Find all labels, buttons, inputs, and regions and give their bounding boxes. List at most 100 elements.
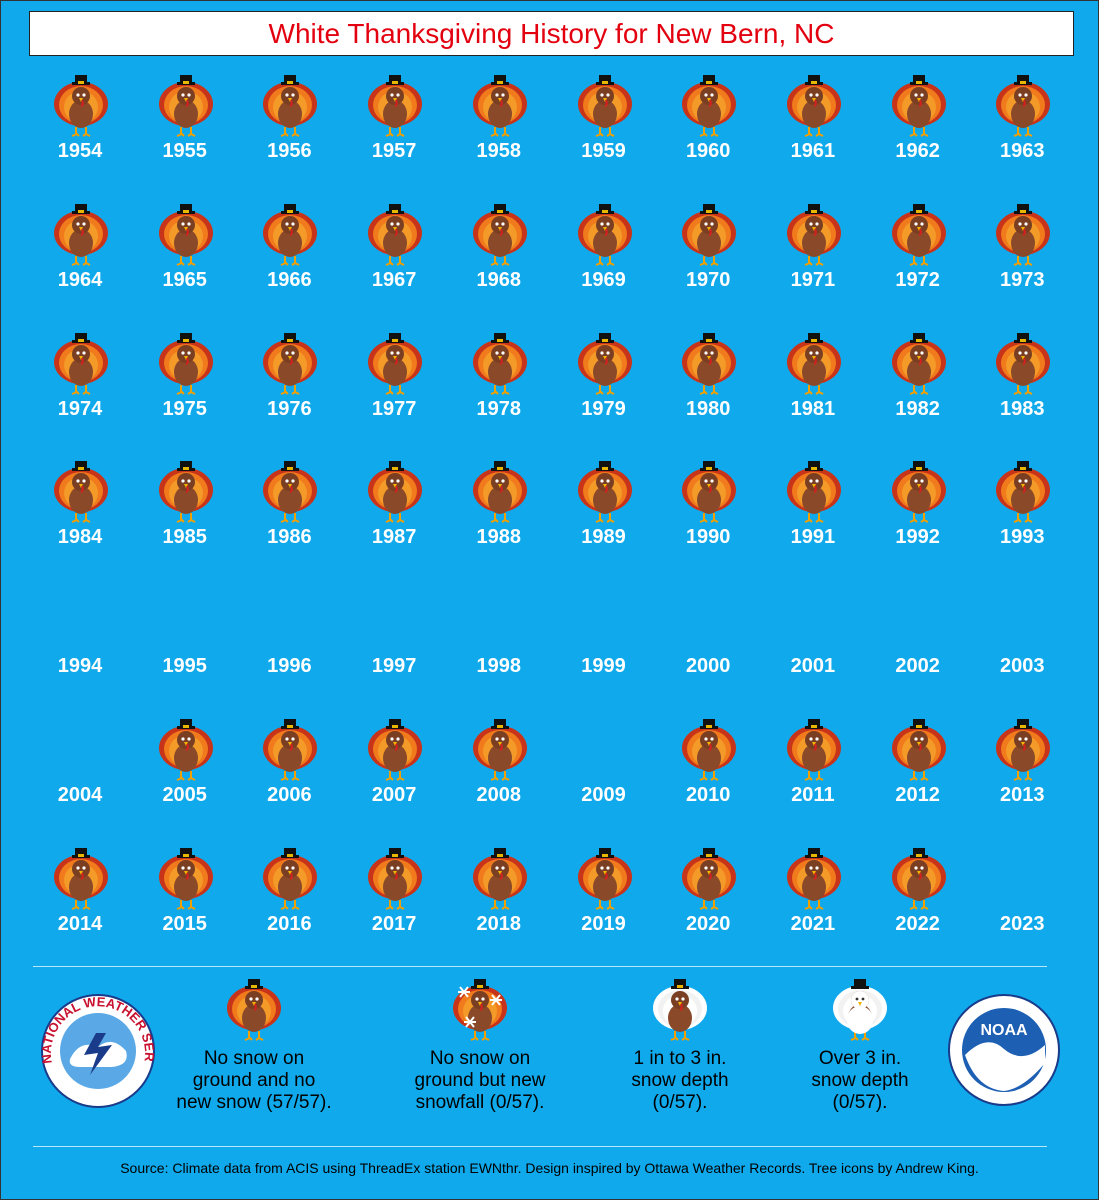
year-cell: 1979	[552, 330, 656, 458]
legend-text: No snow on	[429, 1048, 531, 1069]
turkey-icon	[681, 460, 737, 524]
turkey-icon	[472, 847, 528, 911]
turkey-icon	[891, 718, 947, 782]
year-label: 2003	[1000, 655, 1045, 678]
year-cell: 1999	[552, 587, 656, 715]
year-label: 1987	[371, 526, 417, 549]
year-label: 1960	[685, 140, 731, 162]
year-cell: 1971	[761, 201, 865, 329]
turkey-icon	[53, 203, 109, 267]
title-box: White Thanksgiving History for New Bern,…	[29, 11, 1074, 56]
year-cell: 1978	[447, 330, 551, 458]
year-label: 1983	[1000, 397, 1045, 420]
year-cell: 1989	[552, 458, 656, 586]
turkey-icon	[472, 74, 528, 138]
year-label: 1995	[162, 655, 207, 678]
year-label: 1989	[581, 526, 626, 549]
year-cell: 1963	[970, 72, 1074, 200]
year-label: 1990	[685, 526, 731, 549]
turkey-icon	[577, 332, 633, 396]
legend-text: snow depth	[811, 1070, 909, 1091]
year-cell: 1961	[761, 72, 865, 200]
year-label: 2009	[581, 784, 626, 806]
year-label: 2014	[57, 912, 103, 935]
year-label: 2000	[685, 655, 731, 678]
year-cell: 2013	[970, 716, 1074, 844]
turkey-icon	[367, 74, 423, 138]
year-cell: 1973	[970, 201, 1074, 329]
legend-text: 1 in to 3 in.	[633, 1048, 727, 1069]
turkey-icon	[681, 847, 737, 911]
year-label: 1980	[685, 397, 731, 420]
year-label: 1972	[895, 268, 940, 291]
year-cell: 1992	[866, 458, 970, 586]
year-label: 1979	[581, 397, 626, 420]
year-label: 2022	[895, 912, 940, 935]
year-cell: 1985	[133, 458, 237, 586]
year-label: 1985	[162, 526, 207, 549]
year-cell: 1987	[342, 458, 446, 586]
legend-item: No snow on ground but new snowfall (0/57).	[380, 978, 580, 1114]
legend-text: ground but new	[414, 1070, 546, 1091]
year-label: 1982	[895, 397, 940, 420]
year-label: 1976	[267, 397, 312, 420]
year-cell: 2016	[237, 845, 341, 973]
year-label: 2020	[685, 912, 731, 935]
year-cell: 2006	[237, 716, 341, 844]
year-cell: 1972	[866, 201, 970, 329]
year-cell: 1990	[656, 458, 760, 586]
year-label: 2010	[685, 784, 731, 806]
turkey-icon	[995, 718, 1051, 782]
year-cell: 1959	[552, 72, 656, 200]
turkey-icon	[158, 203, 214, 267]
turkey-icon	[891, 203, 947, 267]
year-cell: 1969	[552, 201, 656, 329]
turkey-icon	[53, 332, 109, 396]
year-cell: 1967	[342, 201, 446, 329]
legend-text: (0/57).	[832, 1092, 888, 1113]
year-label: 1992	[895, 526, 940, 549]
turkey-icon	[367, 847, 423, 911]
source-note: Source: Climate data from ACIS using Thr…	[120, 1160, 979, 1176]
year-label: 2023	[1000, 912, 1045, 935]
legend-item: 1 in to 3 in. snow depth (0/57).	[580, 978, 780, 1114]
year-cell: 2007	[342, 716, 446, 844]
turkey-light-snow-icon	[652, 978, 708, 1042]
year-cell: 1998	[447, 587, 551, 715]
turkey-icon	[367, 718, 423, 782]
turkey-icon	[995, 74, 1051, 138]
year-label: 2006	[267, 784, 312, 806]
legend-text: No snow on	[203, 1048, 305, 1069]
year-cell: 2014	[28, 845, 132, 973]
year-cell: 2009	[552, 716, 656, 844]
year-cell: 1995	[133, 587, 237, 715]
turkey-icon	[367, 332, 423, 396]
turkey-icon	[158, 460, 214, 524]
turkey-icon	[786, 74, 842, 138]
year-cell: 1960	[656, 72, 760, 200]
year-cell: 2005	[133, 716, 237, 844]
year-cell: 1984	[28, 458, 132, 586]
year-label: 1955	[162, 140, 207, 162]
year-label: 1956	[267, 140, 312, 162]
turkey-icon	[995, 460, 1051, 524]
year-label: 1962	[895, 140, 940, 162]
turkey-icon	[577, 847, 633, 911]
legend-text: ground and no	[192, 1070, 316, 1091]
year-label: 1958	[476, 140, 522, 162]
year-label: 1959	[581, 140, 626, 162]
year-label: 2021	[790, 912, 836, 935]
turkey-icon	[53, 460, 109, 524]
year-cell: 2002	[866, 587, 970, 715]
year-cell: 2010	[656, 716, 760, 844]
year-label: 2012	[895, 784, 940, 806]
year-label: 2019	[581, 912, 626, 935]
year-cell: 1997	[342, 587, 446, 715]
year-label: 2008	[476, 784, 522, 806]
year-label: 1997	[371, 655, 417, 678]
year-cell: 1966	[237, 201, 341, 329]
legend-text: new snow (57/57).	[176, 1092, 332, 1113]
year-cell: 1970	[656, 201, 760, 329]
turkey-icon	[262, 332, 318, 396]
turkey-icon	[262, 718, 318, 782]
